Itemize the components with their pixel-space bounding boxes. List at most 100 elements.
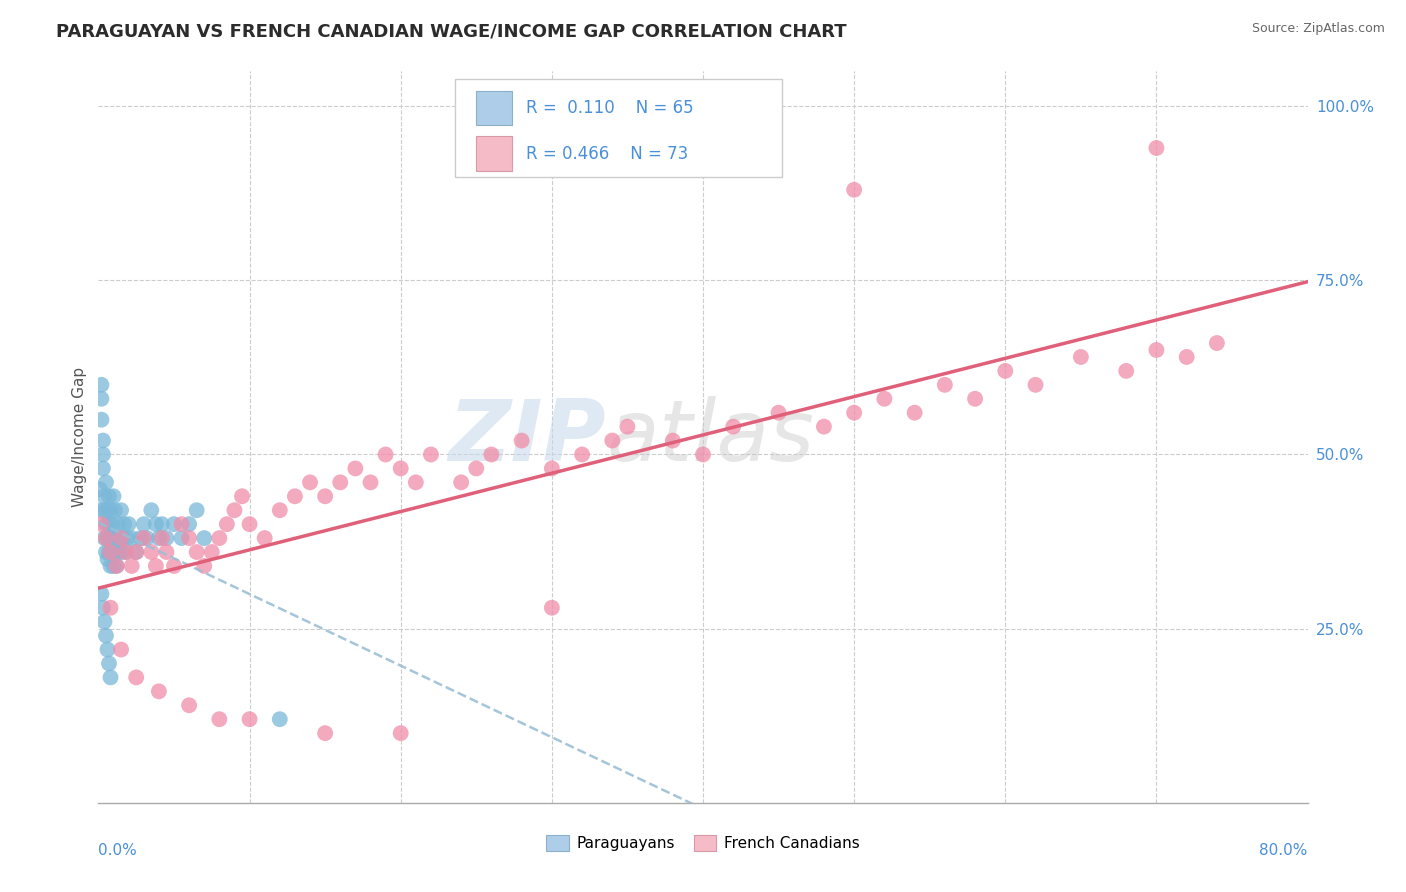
Point [170, 531, 193, 545]
Point [105, 558, 128, 573]
Text: Source: ZipAtlas.com: Source: ZipAtlas.com [1251, 22, 1385, 36]
Text: 80.0%: 80.0% [1260, 843, 1308, 858]
FancyBboxPatch shape [475, 91, 512, 125]
Point [101, 545, 124, 559]
Point [201, 545, 224, 559]
Point [481, 448, 503, 462]
Point [100, 531, 122, 545]
Point [91, 600, 114, 615]
Point [284, 489, 307, 503]
Point [90, 392, 112, 406]
Point [179, 698, 201, 713]
Point [103, 531, 125, 545]
Point [224, 503, 246, 517]
Point [94, 545, 117, 559]
Point [616, 419, 638, 434]
Point [360, 475, 382, 490]
Point [163, 558, 186, 573]
Point [1144, 343, 1167, 357]
Point [135, 531, 157, 545]
Point [661, 434, 683, 448]
Point [873, 392, 896, 406]
Point [96, 642, 118, 657]
Point [94, 629, 117, 643]
Point [1115, 364, 1137, 378]
Text: 0.0%: 0.0% [98, 843, 138, 858]
Point [125, 670, 148, 684]
Point [904, 406, 927, 420]
Point [104, 503, 127, 517]
Point [844, 183, 866, 197]
Point [314, 726, 336, 740]
Point [179, 531, 201, 545]
Point [90, 412, 112, 426]
Text: PARAGUAYAN VS FRENCH CANADIAN WAGE/INCOME GAP CORRELATION CHART: PARAGUAYAN VS FRENCH CANADIAN WAGE/INCOM… [56, 22, 846, 40]
Point [450, 475, 472, 490]
Point [103, 558, 125, 573]
Point [100, 558, 122, 573]
Point [405, 475, 427, 490]
FancyBboxPatch shape [475, 136, 512, 171]
Point [179, 517, 201, 532]
Point [145, 517, 167, 532]
Point [215, 517, 238, 532]
Point [121, 558, 143, 573]
Point [115, 531, 138, 545]
Point [110, 503, 132, 517]
Point [1070, 350, 1092, 364]
Point [89, 483, 111, 497]
Point [96, 552, 118, 566]
Point [844, 406, 866, 420]
Point [148, 684, 170, 698]
FancyBboxPatch shape [456, 78, 782, 178]
Point [193, 531, 215, 545]
Point [132, 517, 155, 532]
Point [91, 434, 114, 448]
Point [93, 489, 115, 503]
Point [145, 558, 167, 573]
Point [90, 517, 112, 532]
Point [420, 448, 443, 462]
Point [374, 448, 396, 462]
Point [155, 545, 177, 559]
Text: R =  0.110    N = 65: R = 0.110 N = 65 [526, 99, 695, 117]
Point [193, 558, 215, 573]
Point [329, 475, 352, 490]
Point [934, 377, 956, 392]
Point [813, 419, 835, 434]
Point [1024, 377, 1046, 392]
Point [186, 545, 208, 559]
Point [389, 726, 412, 740]
Point [114, 545, 136, 559]
Point [108, 531, 131, 545]
Text: atlas: atlas [606, 395, 814, 479]
Point [163, 517, 186, 532]
Point [141, 545, 163, 559]
Point [105, 558, 128, 573]
Point [100, 545, 122, 559]
Point [994, 364, 1017, 378]
Point [110, 531, 132, 545]
Point [170, 517, 193, 532]
Point [239, 712, 262, 726]
Point [121, 531, 143, 545]
Point [110, 545, 132, 559]
Point [98, 517, 121, 532]
Point [269, 712, 291, 726]
Point [571, 448, 593, 462]
Point [129, 531, 152, 545]
Point [98, 545, 121, 559]
Point [231, 489, 253, 503]
Point [105, 531, 128, 545]
Point [299, 475, 322, 490]
Point [100, 503, 122, 517]
Point [314, 489, 336, 503]
Point [150, 517, 173, 532]
Point [1206, 336, 1229, 351]
Point [208, 531, 231, 545]
Point [89, 503, 111, 517]
Point [93, 503, 115, 517]
Point [692, 448, 714, 462]
Point [96, 531, 118, 545]
Point [94, 517, 117, 532]
